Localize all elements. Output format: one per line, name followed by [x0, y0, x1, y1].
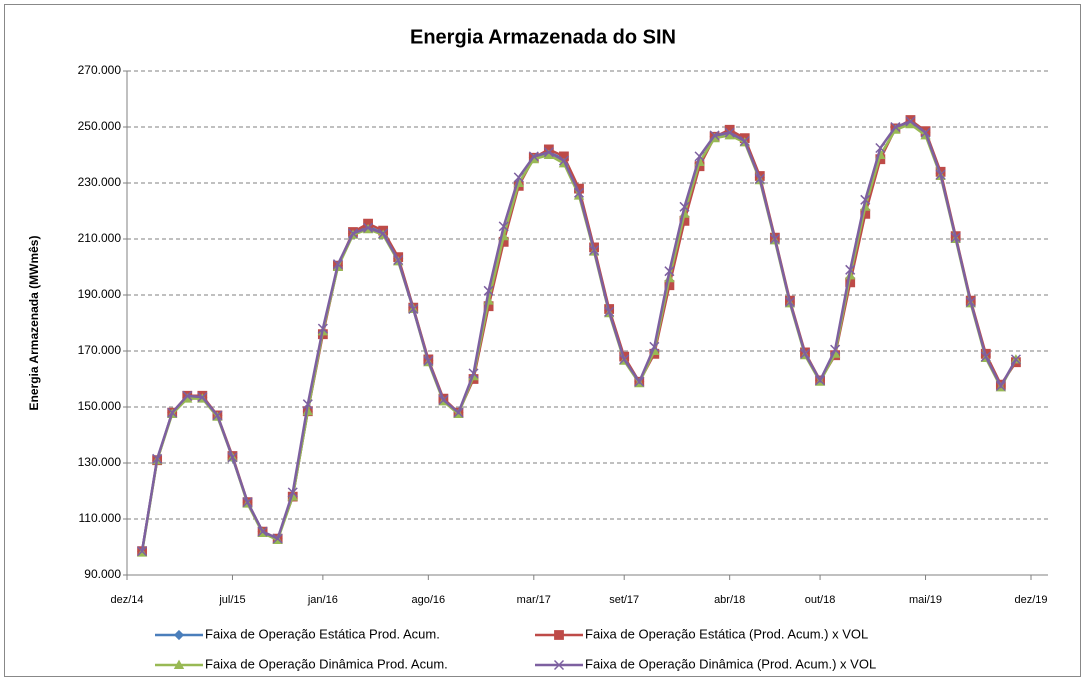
point-marker: [393, 254, 404, 266]
point-marker: [423, 355, 434, 366]
y-tick-label: 130.000: [78, 455, 122, 469]
point-marker: [212, 410, 223, 421]
point-marker: [257, 526, 268, 537]
x-tick-label: dez/19: [1014, 594, 1047, 606]
point-marker: [528, 151, 539, 162]
x-tick-label: ago/16: [412, 594, 446, 606]
point-marker: [950, 232, 961, 243]
y-tick-label: 250.000: [78, 119, 122, 133]
y-tick-label: 150.000: [78, 399, 122, 413]
chart-frame: [4, 4, 1081, 677]
point-marker: [754, 173, 765, 184]
y-tick-label: 110.000: [79, 511, 122, 525]
point-marker: [890, 121, 901, 133]
point-marker: [558, 155, 569, 166]
point-marker: [347, 228, 359, 239]
y-tick-label: 210.000: [78, 231, 122, 245]
point-marker: [363, 222, 374, 233]
y-tick-label: 90.000: [84, 567, 121, 581]
y-tick-label: 230.000: [78, 175, 122, 189]
x-tick-label: out/18: [805, 594, 836, 606]
point-marker: [995, 380, 1006, 392]
point-marker: [679, 201, 690, 212]
legend-label: Faixa de Operação Dinâmica (Prod. Acum.)…: [585, 656, 876, 671]
point-marker: [935, 169, 946, 180]
point-marker: [604, 306, 615, 317]
y-axis-title: Energia Armazenada (MWmês): [27, 236, 41, 411]
x-tick-label: dez/14: [110, 594, 143, 606]
legend-marker: [553, 659, 565, 671]
x-tick-label: set/17: [609, 594, 639, 606]
point-marker: [965, 296, 976, 308]
point-marker: [920, 127, 931, 138]
point-marker: [1010, 354, 1021, 365]
point-marker: [287, 487, 298, 498]
point-marker: [543, 147, 554, 158]
y-tick-label: 270.000: [78, 63, 122, 77]
point-marker: [830, 344, 841, 355]
x-tick-label: mar/17: [517, 594, 551, 606]
point-marker: [468, 368, 479, 379]
point-marker: [860, 194, 871, 205]
point-marker: [197, 392, 208, 403]
x-tick-label: mai/19: [909, 594, 942, 606]
point-marker: [408, 303, 419, 315]
legend-marker: [173, 659, 185, 669]
point-marker: [739, 135, 750, 147]
point-marker: [694, 151, 705, 162]
legend-label: Faixa de Operação Dinâmica Prod. Acum.: [205, 656, 448, 671]
x-tick-label: abr/18: [714, 594, 745, 606]
point-marker: [664, 266, 675, 277]
point-marker: [799, 348, 811, 359]
point-marker: [815, 375, 826, 386]
point-marker: [498, 221, 509, 232]
legend-label: Faixa de Operação Estática Prod. Acum.: [205, 626, 440, 641]
point-marker: [332, 259, 343, 270]
x-tick-label: jan/16: [307, 594, 338, 606]
point-marker: [182, 390, 193, 401]
legend-marker: [554, 630, 564, 640]
point-marker: [453, 407, 464, 418]
point-marker: [272, 533, 283, 544]
point-marker: [317, 323, 328, 334]
point-marker: [724, 127, 735, 138]
point-marker: [980, 351, 991, 362]
y-tick-label: 190.000: [78, 287, 122, 301]
point-marker: [302, 399, 313, 410]
point-marker: [242, 497, 253, 508]
point-marker: [167, 407, 178, 418]
point-marker: [845, 264, 856, 275]
point-marker: [709, 130, 720, 141]
point-marker: [152, 453, 163, 464]
point-marker: [619, 354, 630, 365]
legend-label: Faixa de Operação Estática (Prod. Acum.)…: [585, 626, 868, 641]
y-tick-label: 170.000: [78, 343, 122, 357]
point-marker: [438, 394, 449, 406]
point-marker: [649, 341, 660, 352]
point-marker: [589, 245, 600, 256]
point-marker: [137, 546, 148, 557]
point-marker: [905, 116, 916, 127]
point-marker: [769, 233, 780, 245]
point-marker: [378, 228, 389, 239]
point-marker: [513, 172, 524, 183]
chart-title: Energia Armazenada do SIN: [410, 26, 676, 48]
point-marker: [784, 296, 795, 308]
point-marker: [483, 285, 494, 296]
point-marker: [573, 187, 585, 198]
x-tick-label: jul/15: [218, 594, 245, 606]
point-marker: [227, 452, 238, 463]
point-marker: [634, 376, 645, 387]
point-marker: [875, 142, 886, 154]
legend-marker: [173, 629, 185, 641]
